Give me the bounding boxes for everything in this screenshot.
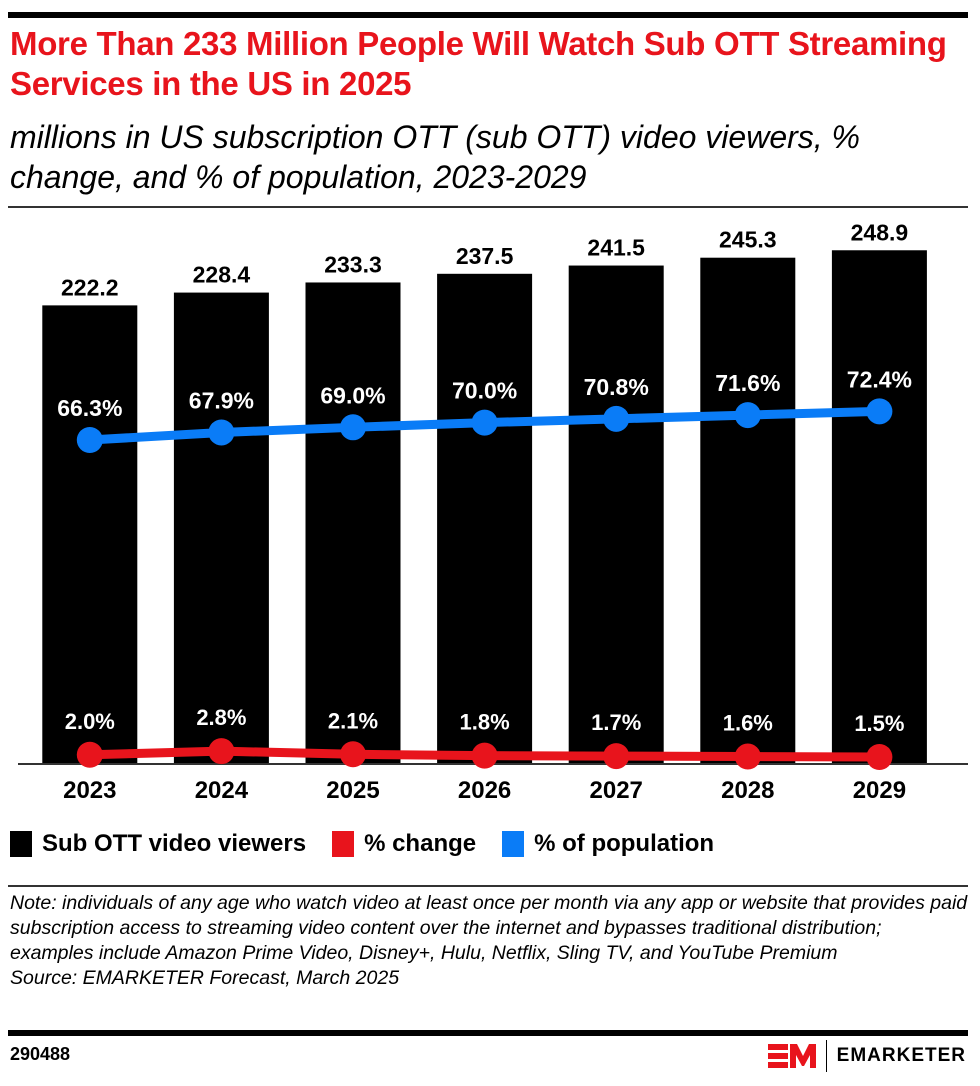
- change-label: 2.0%: [65, 709, 115, 734]
- source-text: Source: EMARKETER Forecast, March 2025: [10, 967, 400, 989]
- change-point: [866, 744, 893, 770]
- bar-value-label: 241.5: [587, 235, 645, 261]
- bar-value-label: 237.5: [456, 243, 514, 269]
- chart-id: 290488: [10, 1044, 71, 1064]
- legend-label-viewers: Sub OTT video viewers: [42, 830, 307, 857]
- x-tick-label: 2025: [326, 777, 379, 804]
- bar-value-label: 248.9: [851, 219, 909, 245]
- brand-divider: [825, 1040, 827, 1072]
- x-tick-label: 2027: [590, 777, 643, 804]
- legend-item-population: % of population: [502, 830, 714, 858]
- footnote: Note: individuals of any age who watch v…: [10, 891, 970, 991]
- legend-swatch-change: [332, 831, 355, 857]
- population-label: 66.3%: [57, 395, 122, 421]
- top-rule: [8, 12, 968, 18]
- bar-value-label: 228.4: [193, 262, 251, 288]
- population-label: 71.6%: [715, 370, 780, 396]
- change-point: [603, 743, 630, 770]
- change-point: [734, 743, 761, 770]
- population-point: [734, 402, 761, 429]
- change-point: [471, 742, 498, 769]
- population-point: [866, 398, 893, 425]
- population-point: [340, 414, 366, 441]
- x-tick-label: 2026: [458, 777, 511, 804]
- bottom-rule: [8, 1030, 968, 1036]
- bar: [831, 250, 927, 765]
- population-label: 72.4%: [847, 366, 912, 392]
- change-point: [340, 741, 366, 768]
- bar-value-label: 222.2: [61, 274, 119, 300]
- note-text: Note: individuals of any age who watch v…: [10, 892, 968, 964]
- bar: [437, 273, 533, 764]
- chart-subtitle: millions in US subscription OTT (sub OTT…: [10, 119, 860, 195]
- change-label: 2.8%: [196, 705, 246, 730]
- population-point: [76, 427, 103, 453]
- note-rule: [8, 885, 968, 887]
- brand-name: EMARKETER: [836, 1045, 966, 1066]
- population-label: 69.0%: [320, 382, 385, 408]
- chart-title: More Than 233 Million People Will Watch …: [10, 25, 947, 102]
- legend-swatch-viewers: [10, 831, 32, 857]
- bar: [700, 257, 796, 764]
- bar: [173, 292, 269, 764]
- bar: [42, 305, 138, 764]
- brand-logo: EMARKETER: [767, 1040, 966, 1072]
- population-point: [208, 419, 235, 446]
- x-axis-labels: 2023 2024 2025 2026 2027 2028 2029: [63, 777, 906, 804]
- change-label: 1.6%: [723, 711, 773, 736]
- bars-layer: 222.2 228.4 233.3 237.5 241.5 245.3 248.9: [42, 219, 927, 765]
- change-point: [208, 738, 235, 765]
- legend-label-population: % of population: [534, 830, 715, 857]
- change-point: [76, 741, 103, 768]
- population-point: [471, 409, 498, 436]
- bar-value-label: 245.3: [719, 227, 777, 253]
- x-tick-label: 2028: [721, 777, 774, 804]
- population-point: [603, 405, 630, 432]
- bar: [305, 282, 401, 764]
- bar: [568, 265, 664, 764]
- bar-value-label: 233.3: [324, 251, 382, 277]
- legend: Sub OTT video viewers % change % of popu…: [10, 830, 740, 858]
- population-label: 70.0%: [452, 378, 517, 404]
- em-logo-icon: [767, 1044, 816, 1068]
- change-label: 1.7%: [591, 710, 641, 735]
- population-label: 67.9%: [189, 387, 254, 413]
- subtitle-rule: [8, 206, 968, 208]
- change-line-layer: 2.0% 2.8% 2.1% 1.8% 1.7% 1.6% 1.5%: [65, 705, 904, 770]
- legend-item-viewers: Sub OTT video viewers: [10, 830, 306, 858]
- legend-swatch-population: [502, 831, 525, 857]
- chart-area: 222.2 228.4 233.3 237.5 241.5 245.3 248.9 66.3…: [18, 219, 968, 804]
- x-tick-label: 2029: [853, 777, 906, 804]
- legend-item-change: % change: [332, 830, 476, 858]
- legend-label-change: % change: [364, 830, 477, 857]
- population-line-layer: 66.3% 67.9% 69.0% 70.0% 70.8% 71.6% 72.4%: [57, 366, 912, 453]
- change-label: 1.5%: [854, 711, 904, 736]
- population-label: 70.8%: [584, 374, 649, 400]
- change-label: 2.1%: [328, 708, 378, 733]
- x-tick-label: 2024: [195, 777, 249, 804]
- change-label: 1.8%: [460, 710, 510, 735]
- x-tick-label: 2023: [63, 777, 116, 804]
